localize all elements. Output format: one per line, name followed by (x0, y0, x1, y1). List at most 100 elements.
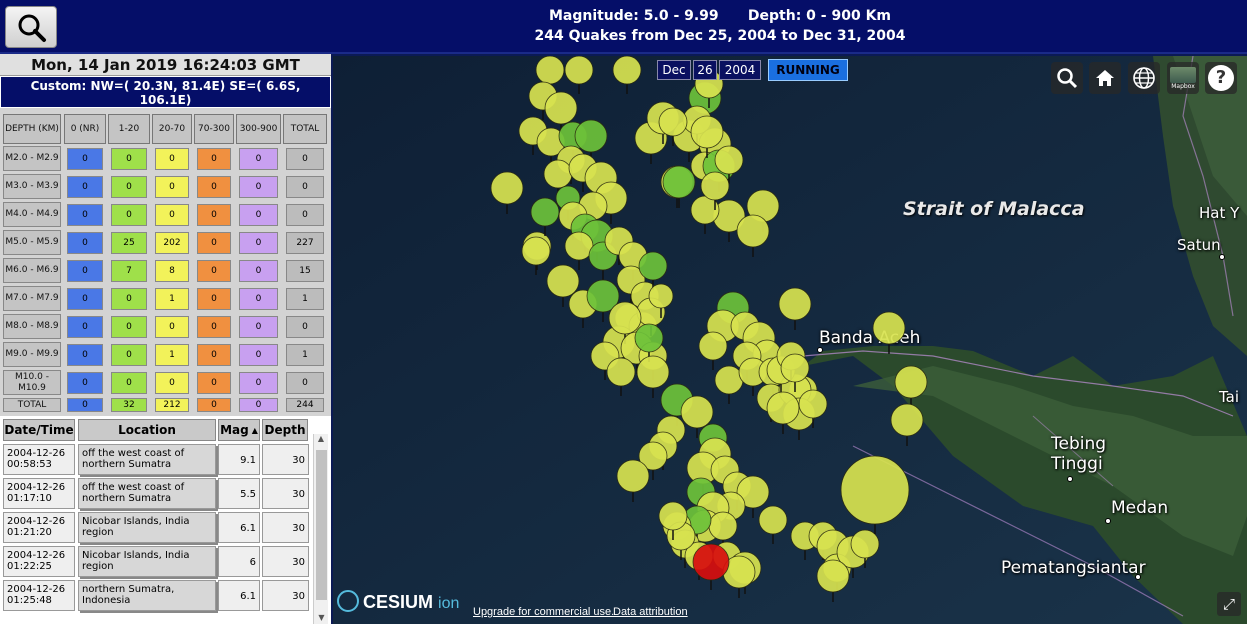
count-cell[interactable]: 0 (111, 176, 147, 198)
fullscreen-icon[interactable]: ⤢ (1217, 592, 1241, 616)
quake-marker[interactable] (564, 56, 594, 85)
count-cell[interactable]: 0 (197, 232, 231, 254)
date-day[interactable]: 26 (693, 60, 717, 80)
search-button[interactable] (5, 6, 57, 48)
quake-row[interactable]: 2004-12-26 01:21:20 Nicobar Islands, India… (3, 512, 309, 545)
count-cell[interactable]: 0 (67, 316, 103, 338)
cesium-logo[interactable] (337, 590, 359, 612)
count-cell[interactable]: 0 (67, 372, 103, 394)
quake-marker[interactable] (636, 355, 670, 389)
quake-marker[interactable] (662, 165, 696, 199)
count-cell[interactable]: 0 (155, 204, 189, 226)
quake-marker[interactable] (850, 529, 880, 559)
quake-marker[interactable] (543, 159, 573, 189)
quake-marker[interactable] (535, 56, 565, 85)
quake-marker[interactable] (816, 559, 850, 593)
count-cell[interactable]: 1 (155, 288, 189, 310)
count-cell[interactable]: 0 (286, 148, 324, 170)
count-cell[interactable]: 0 (197, 288, 231, 310)
count-cell[interactable]: 0 (197, 204, 231, 226)
count-cell[interactable]: 0 (286, 316, 324, 338)
quake-marker[interactable] (638, 251, 668, 281)
count-cell[interactable]: 15 (286, 260, 324, 282)
count-cell[interactable]: 0 (111, 148, 147, 170)
quake-marker[interactable] (530, 197, 560, 227)
quake-marker[interactable] (872, 311, 906, 345)
count-cell[interactable]: 0 (67, 176, 103, 198)
count-cell[interactable]: 202 (155, 232, 189, 254)
count-cell[interactable]: 0 (239, 344, 278, 366)
count-cell[interactable]: 0 (197, 372, 231, 394)
col-header-mag[interactable]: Mag ▲ (218, 419, 260, 441)
help-icon[interactable]: ? (1205, 62, 1237, 94)
count-cell[interactable]: 7 (111, 260, 147, 282)
count-cell[interactable]: 0 (197, 316, 231, 338)
globe-map[interactable]: Strait of Malacca Banda Aceh Tebing Ting… (333, 56, 1247, 624)
quake-marker[interactable] (708, 511, 738, 541)
quake-marker[interactable] (606, 357, 636, 387)
data-attribution-link[interactable]: Data attribution (613, 606, 688, 618)
count-cell[interactable]: 0 (67, 260, 103, 282)
quake-marker[interactable] (890, 403, 924, 437)
imagery-picker-icon[interactable]: Mapbox (1167, 62, 1199, 94)
count-cell[interactable]: 0 (197, 148, 231, 170)
quake-marker[interactable] (780, 353, 810, 383)
count-cell[interactable]: 1 (155, 344, 189, 366)
quake-marker[interactable] (714, 145, 744, 175)
quake-marker[interactable] (521, 236, 551, 266)
count-cell[interactable]: 0 (239, 232, 278, 254)
date-year[interactable]: 2004 (719, 60, 761, 80)
count-cell[interactable]: 0 (197, 176, 231, 198)
scroll-down-icon[interactable]: ▼ (318, 613, 325, 622)
count-cell[interactable]: 0 (67, 288, 103, 310)
count-cell[interactable]: 0 (155, 316, 189, 338)
quake-row[interactable]: 2004-12-26 01:25:48 northern Sumatra, Indo… (3, 580, 309, 613)
count-cell[interactable]: 0 (111, 288, 147, 310)
count-cell[interactable]: 0 (67, 204, 103, 226)
quake-marker[interactable] (546, 264, 580, 298)
quake-marker[interactable] (736, 475, 770, 509)
list-scrollbar[interactable]: ▲ ▼ (313, 434, 328, 624)
col-header-datetime[interactable]: Date/Time (3, 419, 75, 441)
search-icon[interactable] (1051, 62, 1083, 94)
quake-marker[interactable] (680, 395, 714, 429)
quake-marker[interactable] (544, 91, 578, 125)
count-cell[interactable]: 0 (286, 204, 324, 226)
date-month[interactable]: Dec (657, 60, 691, 80)
scroll-thumb[interactable] (316, 450, 327, 600)
count-cell[interactable]: 1 (286, 344, 324, 366)
count-cell[interactable]: 0 (239, 148, 278, 170)
count-cell[interactable]: 25 (111, 232, 147, 254)
quake-marker[interactable] (758, 505, 788, 535)
quake-marker[interactable] (798, 389, 828, 419)
count-cell[interactable]: 0 (197, 260, 231, 282)
count-cell[interactable]: 0 (155, 176, 189, 198)
count-cell[interactable]: 0 (286, 176, 324, 198)
scroll-up-icon[interactable]: ▲ (317, 434, 325, 443)
count-cell[interactable]: 8 (155, 260, 189, 282)
quake-marker[interactable] (698, 331, 728, 361)
count-cell[interactable]: 0 (239, 176, 278, 198)
quake-marker[interactable] (700, 171, 730, 201)
quake-row[interactable]: 2004-12-26 00:58:53 off the west coast of … (3, 444, 309, 477)
home-icon[interactable] (1089, 62, 1121, 94)
quake-marker[interactable] (778, 287, 812, 321)
count-cell[interactable]: 0 (155, 372, 189, 394)
count-cell[interactable]: 0 (239, 316, 278, 338)
quake-marker[interactable] (736, 214, 770, 248)
quake-marker[interactable] (692, 543, 730, 581)
quake-marker[interactable] (638, 441, 668, 471)
count-cell[interactable]: 0 (67, 148, 103, 170)
count-cell[interactable]: 0 (239, 372, 278, 394)
count-cell[interactable]: 0 (239, 260, 278, 282)
quake-marker[interactable] (634, 323, 664, 353)
count-cell[interactable]: 0 (197, 344, 231, 366)
count-cell[interactable]: 1 (286, 288, 324, 310)
quake-marker[interactable] (490, 171, 524, 205)
count-cell[interactable]: 227 (286, 232, 324, 254)
count-cell[interactable]: 0 (239, 288, 278, 310)
quake-marker[interactable] (658, 501, 688, 531)
col-header-depth[interactable]: Depth (262, 419, 308, 441)
upgrade-link[interactable]: Upgrade for commercial use. (473, 606, 615, 618)
quake-marker[interactable] (586, 279, 620, 313)
